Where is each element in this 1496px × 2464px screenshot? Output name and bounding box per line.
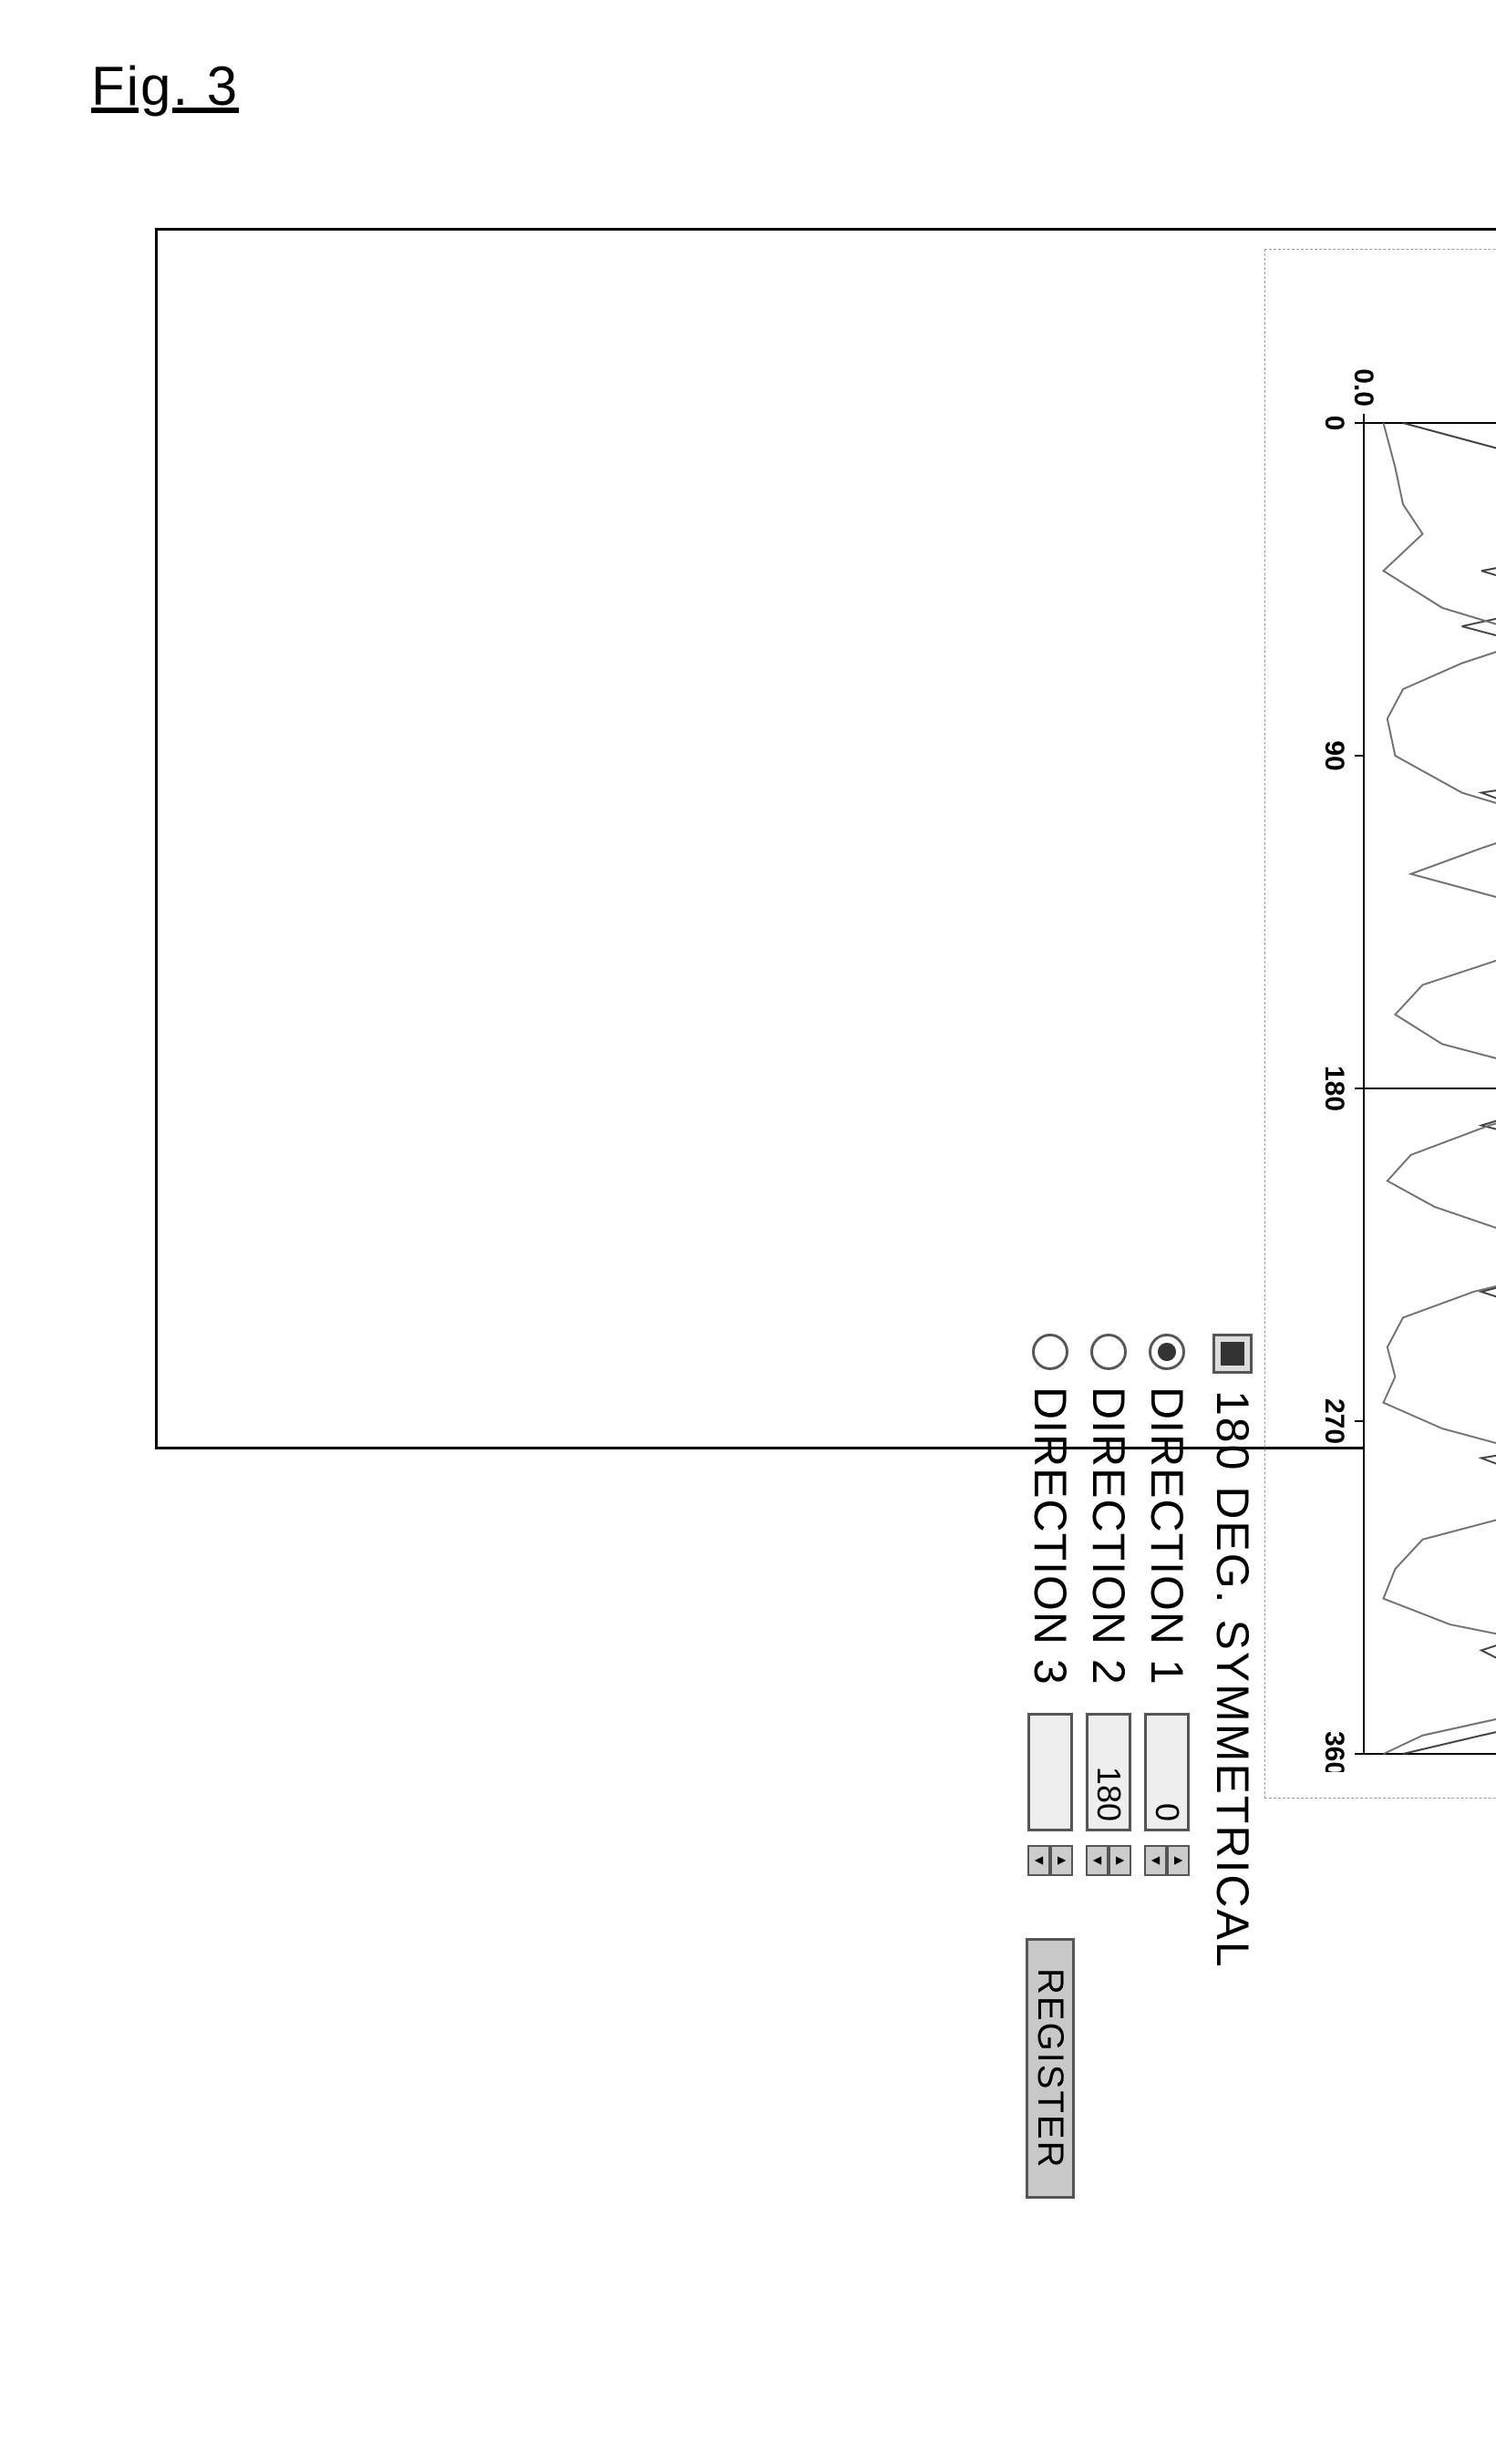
svg-text:180: 180	[1319, 1066, 1349, 1111]
direction-3-spinner: ▲ ▼	[1027, 1845, 1073, 1876]
direction-3-up-button[interactable]: ▲	[1050, 1845, 1073, 1876]
direction-1-down-button[interactable]: ▼	[1144, 1845, 1167, 1876]
direction-3-radio[interactable]	[1032, 1334, 1068, 1370]
direction-3-input[interactable]	[1027, 1713, 1073, 1831]
chart-area: kcps Ti-KA W -LA 0.00.51.01.52.009018027…	[1264, 249, 1496, 1799]
direction-2-spinner: ▲ ▼	[1086, 1845, 1131, 1876]
symmetrical-checkbox[interactable]	[1212, 1334, 1253, 1374]
direction-2-radio[interactable]	[1090, 1334, 1127, 1370]
direction-3-down-button[interactable]: ▼	[1027, 1845, 1050, 1876]
direction-1-input[interactable]: 0	[1144, 1713, 1190, 1831]
direction-2-down-button[interactable]: ▼	[1086, 1845, 1109, 1876]
controls-panel: 180 DEG. SYMMETRICAL DIRECTION 1 0 ▲ ▼ D…	[1018, 1334, 1259, 2282]
figure-panel: kcps Ti-KA W -LA 0.00.51.01.52.009018027…	[155, 228, 1496, 1449]
direction-2-up-button[interactable]: ▲	[1109, 1845, 1131, 1876]
svg-text:270: 270	[1319, 1398, 1349, 1444]
chart-svg: 0.00.51.01.52.0090180270360	[1309, 350, 1496, 1772]
svg-text:360: 360	[1319, 1731, 1349, 1772]
register-button[interactable]: REGISTER	[1026, 1938, 1075, 2199]
direction-2-input[interactable]: 180	[1086, 1713, 1131, 1831]
figure-label: Fig. 3	[91, 55, 239, 118]
svg-text:0.0: 0.0	[1348, 368, 1378, 407]
direction-3-label: DIRECTION 3	[1024, 1387, 1077, 1696]
direction-1-radio[interactable]	[1149, 1334, 1185, 1370]
svg-text:0: 0	[1319, 416, 1349, 431]
direction-2-label: DIRECTION 2	[1082, 1387, 1135, 1696]
svg-text:90: 90	[1319, 740, 1349, 770]
symmetrical-label: 180 DEG. SYMMETRICAL	[1206, 1390, 1259, 1969]
direction-1-label: DIRECTION 1	[1140, 1387, 1193, 1696]
direction-1-up-button[interactable]: ▲	[1167, 1845, 1190, 1876]
direction-1-spinner: ▲ ▼	[1144, 1845, 1190, 1876]
